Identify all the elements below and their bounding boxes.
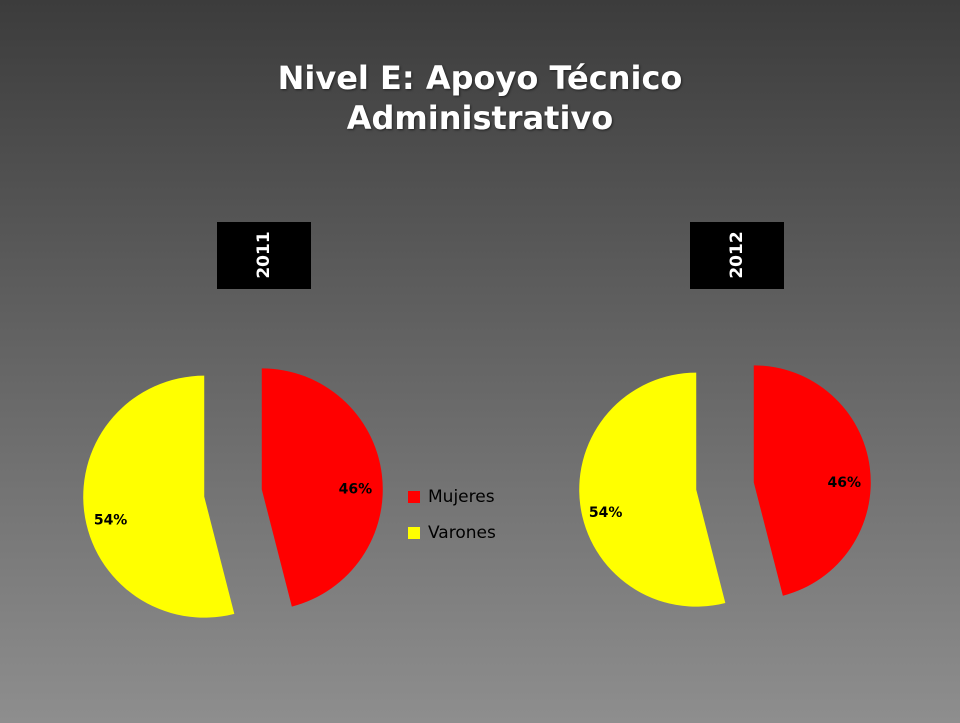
chart-title: 2012: [727, 231, 747, 278]
pie-slice: [83, 375, 235, 618]
chart-title: 2011: [254, 231, 274, 278]
data-label: 46%: [828, 475, 862, 491]
pie-slice: [261, 368, 383, 607]
legend-swatch: [408, 491, 420, 503]
legend-label: Mujeres: [428, 487, 495, 507]
year-box: [217, 222, 311, 289]
data-label: 54%: [94, 512, 128, 528]
data-label: 54%: [589, 505, 623, 521]
pie-slice: [579, 372, 726, 607]
year-box: [690, 222, 784, 289]
legend-label: Varones: [428, 523, 496, 543]
slide-title: Nivel E: Apoyo Técnico Administrativo: [277, 59, 683, 137]
legend-swatch: [408, 527, 420, 539]
data-label: 46%: [339, 482, 373, 498]
pie-slice: [753, 365, 871, 596]
